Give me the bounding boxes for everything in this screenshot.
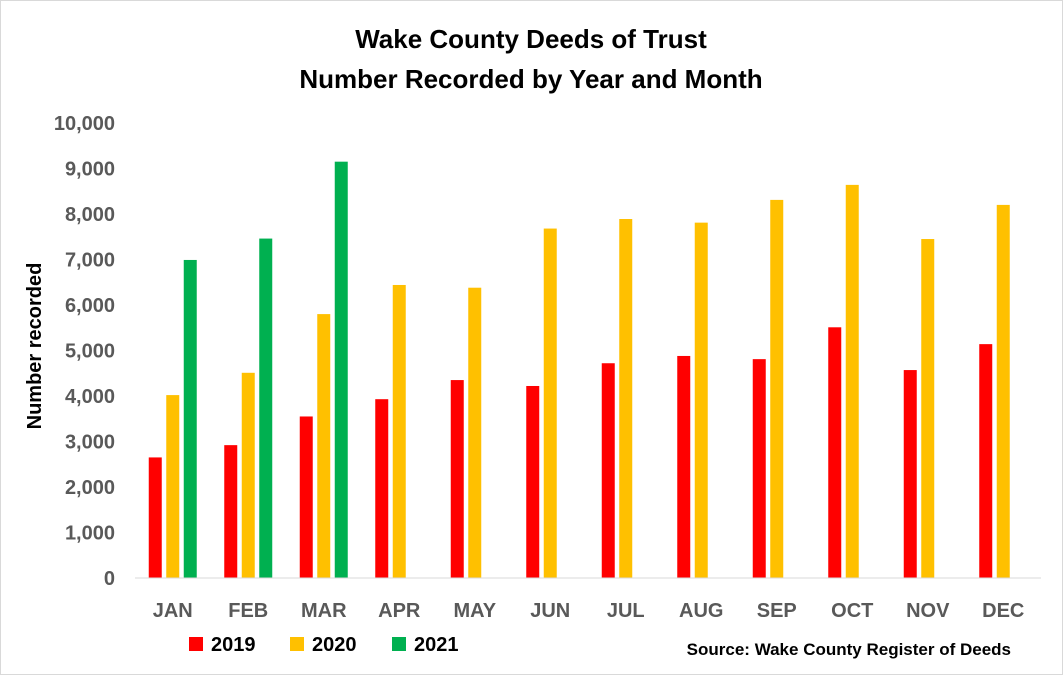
y-tick-label: 9,000 [65, 159, 115, 181]
bar-2021-feb [259, 238, 273, 578]
legend-label-2019: 2019 [211, 634, 256, 656]
bar-2020-jan [166, 395, 180, 578]
x-tick-label: JUL [607, 600, 645, 622]
legend: 2019 2020 2021 [189, 634, 459, 656]
y-tick-label: 8,000 [65, 204, 115, 226]
source-note: Source: Wake County Register of Deeds [687, 640, 1011, 659]
y-tick-label: 6,000 [65, 295, 115, 317]
x-tick-label: APR [378, 600, 421, 622]
x-tick-label: MAY [453, 600, 496, 622]
x-tick-labels: JAN FEB MAR APR MAY JUN JUL AUG SEP OCT NOV DEC [153, 600, 1025, 622]
x-tick-label: JAN [153, 600, 193, 622]
chart-title-line-1: Wake County Deeds of Trust [355, 24, 707, 54]
bar-2019-feb [224, 445, 238, 578]
bar-2020-nov [921, 239, 935, 578]
bar-2020-jul [619, 219, 633, 578]
chart-title-line-2: Number Recorded by Year and Month [299, 64, 762, 94]
bar-2019-apr [375, 399, 389, 578]
bar-2019-oct [828, 327, 842, 578]
bar-2019-mar [299, 416, 313, 578]
x-tick-label: MAR [301, 600, 347, 622]
legend-swatch-2021 [392, 637, 406, 651]
legend-label-2020: 2020 [312, 634, 357, 656]
bar-2019-aug [677, 355, 691, 578]
bar-2020-may [468, 287, 482, 578]
bar-2020-mar [317, 314, 331, 578]
x-tick-label: AUG [679, 600, 723, 622]
bars [148, 161, 1010, 579]
x-tick-label: OCT [831, 600, 873, 622]
bar-2020-dec [996, 204, 1010, 578]
x-tick-label: DEC [982, 600, 1024, 622]
bar-2020-sep [770, 199, 784, 578]
y-tick-label: 2,000 [65, 477, 115, 499]
x-tick-label: FEB [228, 600, 268, 622]
bar-2019-may [450, 380, 464, 578]
bar-2021-mar [334, 161, 348, 579]
y-tick-label: 4,000 [65, 386, 115, 408]
y-tick-labels: 0 1,000 2,000 3,000 4,000 5,000 6,000 7,000 8,00… [54, 113, 115, 590]
y-tick-label: 5,000 [65, 341, 115, 363]
y-tick-label: 3,000 [65, 432, 115, 454]
bar-2020-jun [543, 228, 557, 578]
bar-2019-nov [903, 370, 917, 578]
y-tick-label: 0 [104, 568, 115, 590]
legend-swatch-2020 [290, 637, 304, 651]
bar-2019-dec [979, 344, 993, 578]
bar-2020-apr [392, 284, 406, 578]
bar-2019-jan [148, 457, 162, 578]
x-tick-label: NOV [906, 600, 950, 622]
bar-2019-jul [601, 363, 615, 578]
legend-swatch-2019 [189, 637, 203, 651]
bar-2019-sep [752, 359, 766, 578]
x-tick-label: JUN [530, 600, 570, 622]
bar-2019-jun [526, 385, 540, 578]
x-tick-label: SEP [757, 600, 797, 622]
bar-2021-jan [183, 259, 197, 578]
bar-2020-oct [845, 184, 859, 578]
y-tick-label: 7,000 [65, 250, 115, 272]
y-tick-label: 1,000 [65, 523, 115, 545]
y-tick-label: 10,000 [54, 113, 115, 135]
legend-label-2021: 2021 [414, 634, 459, 656]
y-axis-title: Number recorded [24, 263, 46, 430]
bar-2020-aug [694, 222, 708, 578]
bar-2020-feb [241, 372, 255, 578]
